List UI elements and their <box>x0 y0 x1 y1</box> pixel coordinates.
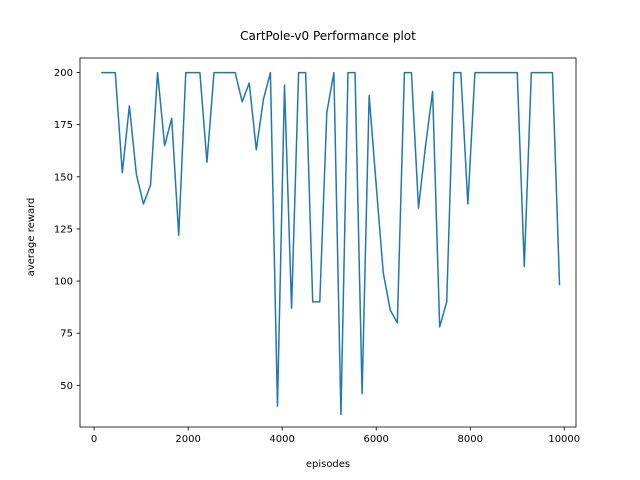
y-tick-label: 100 <box>54 277 73 288</box>
x-axis-label: episodes <box>306 459 350 470</box>
y-tick-label: 150 <box>54 172 73 183</box>
x-tick-label: 10000 <box>548 434 580 445</box>
x-tick-label: 8000 <box>457 434 482 445</box>
y-tick-label: 50 <box>60 381 73 392</box>
y-axis-label: average reward <box>26 198 37 277</box>
y-tick-label: 125 <box>54 224 73 235</box>
x-tick-label: 4000 <box>269 434 294 445</box>
x-tick-label: 2000 <box>175 434 200 445</box>
x-tick-label: 6000 <box>363 434 388 445</box>
axes-frame <box>79 57 577 428</box>
series-line-0 <box>101 71 561 416</box>
plot-area: 0 2000 4000 6000 8000 10000 50 75 100 125 150 175 20… <box>54 57 580 445</box>
chart-title: CartPole-v0 Performance plot <box>240 29 416 43</box>
y-tick-label: 200 <box>54 68 73 79</box>
y-tick-label: 75 <box>60 329 73 340</box>
y-tick-label: 175 <box>54 120 73 131</box>
x-tick-label: 0 <box>91 434 97 445</box>
